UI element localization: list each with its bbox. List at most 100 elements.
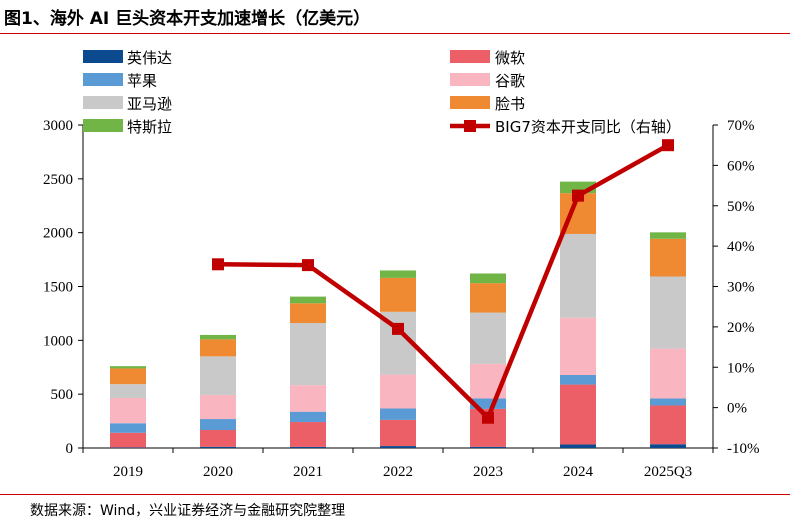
left-tick-label: 3000 — [43, 118, 73, 134]
bar-amazon — [560, 233, 596, 318]
bar-microsoft — [290, 422, 326, 447]
legend-swatch-tesla — [83, 119, 123, 132]
bar-microsoft — [380, 419, 416, 447]
axes: 0 500 1000 1500 2000 2500 3000 -10% 0% 10% 20% 30% 4… — [43, 118, 760, 480]
bar-tesla — [650, 232, 686, 239]
bar-series — [110, 181, 686, 448]
bar-tesla — [380, 270, 416, 278]
right-tick-label: 0% — [727, 401, 747, 417]
x-tick-label: 2025Q3 — [644, 464, 692, 480]
left-tick-label: 0 — [66, 441, 74, 457]
right-tick-label: 50% — [727, 199, 755, 215]
legend-swatch-yoy-marker — [464, 120, 476, 132]
x-tick-label: 2023 — [473, 464, 503, 480]
x-tick-label: 2020 — [203, 464, 233, 480]
left-tick-label: 2000 — [43, 226, 73, 242]
bar-microsoft — [650, 405, 686, 445]
left-tick-label: 2500 — [43, 172, 73, 188]
legend-label-yoy: BIG7资本开支同比（右轴） — [495, 118, 681, 136]
x-tick-label: 2024 — [563, 464, 594, 480]
bar-google — [290, 385, 326, 412]
yoy-marker — [482, 411, 494, 424]
right-tick-label: -10% — [727, 441, 760, 457]
left-tick-label: 1500 — [43, 280, 73, 296]
yoy-marker — [302, 259, 314, 272]
bar-google — [110, 397, 146, 424]
x-tick-label: 2022 — [383, 464, 413, 480]
yoy-marker — [662, 139, 674, 152]
legend-swatch-apple — [83, 73, 123, 86]
bar-meta — [290, 303, 326, 323]
bar-amazon — [110, 384, 146, 398]
bar-microsoft — [200, 430, 236, 447]
chart-title: 图1、海外 AI 巨头资本开支加速增长（亿美元） — [4, 9, 371, 29]
bar-nvidia — [470, 446, 506, 448]
right-tick-label: 10% — [727, 360, 755, 376]
bar-tesla — [200, 334, 236, 340]
legend-swatch-nvidia — [83, 50, 123, 63]
bar-apple — [290, 411, 326, 423]
bar-tesla — [110, 366, 146, 369]
bar-amazon — [290, 322, 326, 386]
bar-nvidia — [380, 446, 416, 448]
legend-label-nvidia: 英伟达 — [127, 49, 172, 67]
bar-apple — [200, 419, 236, 431]
legend-label-amazon: 亚马逊 — [127, 95, 172, 113]
yoy-line-series — [212, 139, 674, 424]
bar-microsoft — [110, 432, 146, 448]
bar-apple — [380, 408, 416, 420]
right-tick-label: 20% — [727, 320, 755, 336]
bar-amazon — [200, 356, 236, 395]
legend-label-apple: 苹果 — [127, 72, 157, 90]
bar-meta — [470, 283, 506, 313]
bar-meta — [110, 368, 146, 385]
right-tick-label: 60% — [727, 158, 755, 174]
yoy-marker — [392, 322, 404, 335]
bar-apple — [470, 398, 506, 409]
bar-meta — [200, 339, 236, 357]
legend-label-meta: 脸书 — [495, 95, 525, 113]
x-tick-label: 2021 — [293, 464, 323, 480]
legend-swatch-microsoft — [450, 50, 490, 63]
bar-nvidia — [110, 447, 146, 448]
bar-google — [560, 317, 596, 376]
left-tick-label: 1000 — [43, 333, 73, 349]
legend-swatch-meta — [450, 96, 490, 109]
yoy-line — [217, 143, 670, 420]
bar-google — [650, 348, 686, 399]
bar-nvidia — [290, 446, 326, 448]
bar-apple — [560, 375, 596, 385]
right-tick-label: 70% — [727, 118, 755, 134]
bar-nvidia — [650, 444, 686, 448]
legend-swatch-amazon — [83, 96, 123, 109]
bar-google — [200, 394, 236, 420]
right-tick-label: 30% — [727, 280, 755, 296]
bar-nvidia — [560, 444, 596, 448]
bar-nvidia — [200, 446, 236, 448]
bar-amazon — [650, 276, 686, 349]
legend-swatch-google — [450, 73, 490, 86]
bar-meta — [650, 238, 686, 277]
x-tick-label: 2019 — [113, 464, 143, 480]
left-tick-label: 500 — [51, 387, 74, 403]
legend-label-tesla: 特斯拉 — [127, 118, 172, 136]
bar-tesla — [290, 296, 326, 304]
bar-tesla — [470, 273, 506, 284]
bar-meta — [380, 277, 416, 312]
bar-microsoft — [560, 384, 596, 445]
legend-label-google: 谷歌 — [495, 72, 525, 90]
footer-divider — [0, 494, 790, 495]
yoy-marker — [572, 189, 584, 202]
source-note: 数据来源：Wind，兴业证券经济与金融研究院整理 — [30, 503, 346, 519]
title-divider — [0, 33, 790, 34]
legend-label-microsoft: 微软 — [495, 49, 525, 67]
bar-apple — [110, 423, 146, 433]
bar-amazon — [470, 312, 506, 364]
right-tick-label: 40% — [727, 239, 755, 255]
bar-google — [380, 374, 416, 409]
yoy-marker — [212, 258, 224, 271]
bar-apple — [650, 398, 686, 406]
bar-tesla — [560, 181, 596, 194]
